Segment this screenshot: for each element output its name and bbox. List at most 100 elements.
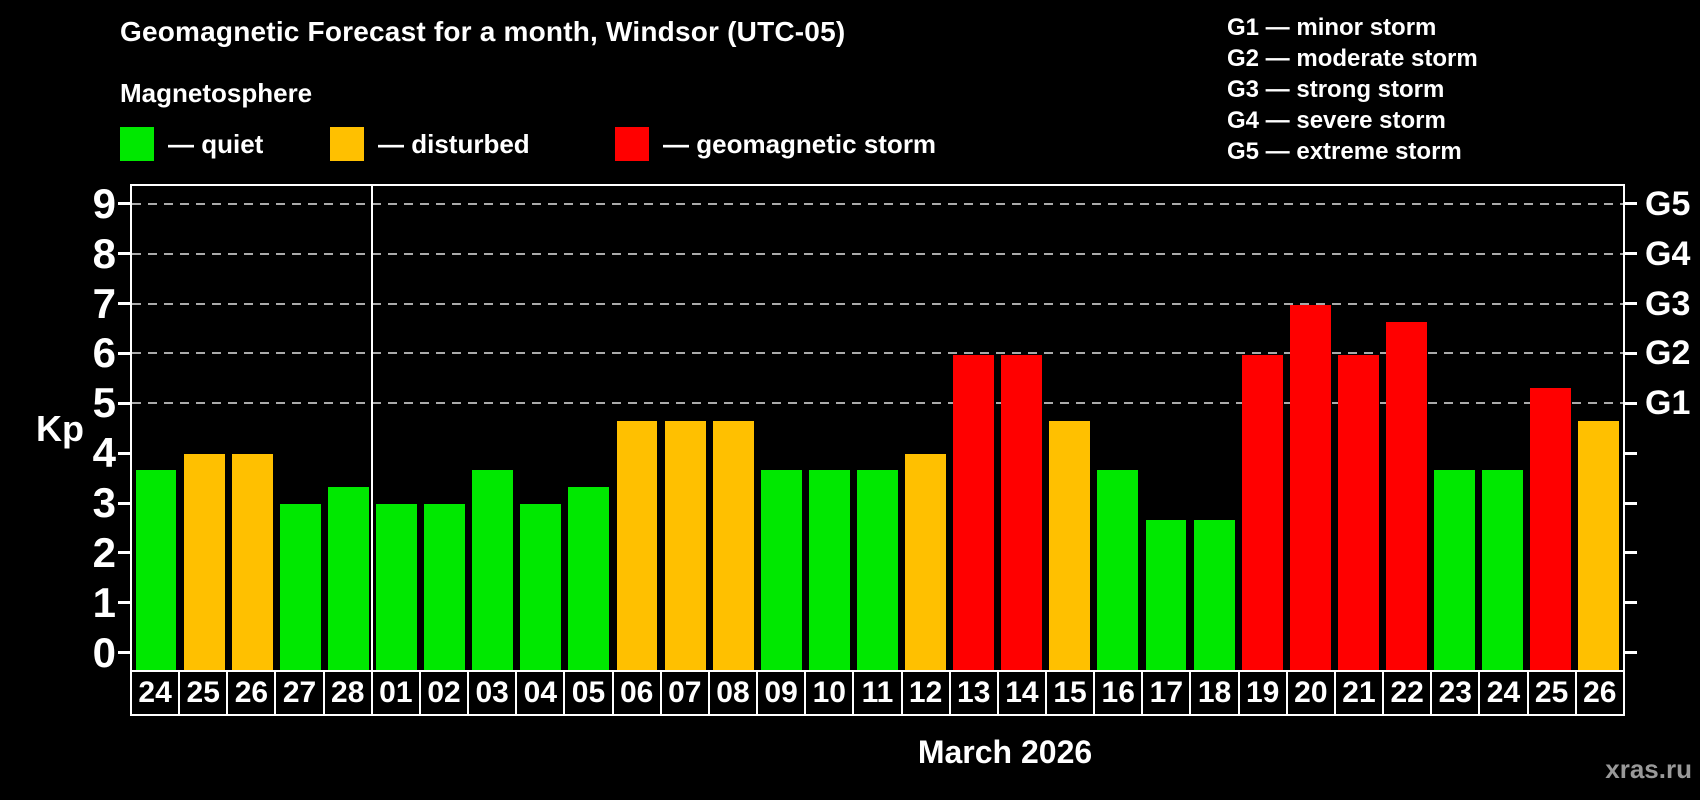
gridline-kp-7 (132, 302, 1623, 305)
kp-bar-day-24 (135, 470, 177, 670)
bar-slot-day-28 (324, 186, 372, 670)
g-scale-label-g5: G5 (1645, 184, 1691, 223)
legend-label-storm: — geomagnetic storm (663, 128, 937, 159)
day-label-cell-21: 21 (1336, 672, 1385, 714)
kp-bar-day-09 (760, 470, 802, 670)
kp-bar-day-23 (1434, 470, 1476, 670)
day-labels-row: 24 25 26 27 28 01 02 03 04 05 06 07 08 09 10 11 12 13 14 15… (130, 670, 1625, 716)
right-axis-tick (1625, 651, 1637, 655)
day-label-cell-02: 02 (421, 672, 470, 714)
day-label-cell-26: 26 (228, 672, 277, 714)
storm-scale-line-g2: G2 — moderate storm (1227, 45, 1478, 72)
page-title: Geomagnetic Forecast for a month, Windso… (120, 16, 846, 47)
bars-layer (132, 186, 1623, 670)
kp-bar-day-14 (1001, 354, 1043, 670)
y-axis-tick-label-6: 6 (92, 329, 116, 377)
legend-swatch-quiet (120, 127, 154, 161)
month-separator-line (371, 186, 374, 670)
right-axis-tick (1625, 202, 1637, 206)
bar-slot-day-04 (517, 186, 565, 670)
day-label-cell-25: 25 (1529, 672, 1577, 714)
day-label-cell-01: 01 (373, 672, 421, 714)
bar-slot-day-10 (805, 186, 853, 670)
bar-slot-day-14 (998, 186, 1046, 670)
right-axis-tick (1625, 302, 1637, 306)
day-label-cell-24: 24 (1480, 672, 1529, 714)
bar-slot-day-13 (950, 186, 998, 670)
bar-slot-day-01 (372, 186, 420, 670)
right-axis-tick (1625, 401, 1637, 405)
gridline-kp-9 (132, 202, 1623, 205)
legend-swatch-storm (615, 127, 649, 161)
watermark-xras: xras.ru (1605, 754, 1692, 784)
bar-slot-day-09 (757, 186, 805, 670)
kp-bar-day-11 (857, 470, 898, 670)
storm-scale-line-g1: G1 — minor storm (1227, 14, 1437, 41)
kp-bar-day-08 (712, 420, 754, 670)
y-axis-tick-label-9: 9 (92, 179, 116, 227)
kp-bar-day-26 (231, 454, 273, 670)
y-axis-tick (118, 252, 130, 256)
bar-slot-day-06 (613, 186, 661, 670)
y-axis-tick-label-7: 7 (92, 279, 116, 327)
day-label-cell-20: 20 (1288, 672, 1336, 714)
storm-scale-line-g5: G5 — extreme storm (1227, 138, 1462, 165)
kp-bar-day-10 (808, 470, 850, 670)
bar-slot-day-24 (132, 186, 180, 670)
right-axis-tick (1625, 501, 1637, 505)
bar-slot-day-22 (1382, 186, 1430, 670)
y-axis-tick (118, 302, 130, 306)
legend-label-disturbed: — disturbed (378, 128, 530, 159)
day-label-cell-22: 22 (1384, 672, 1433, 714)
gridline-kp-5 (132, 402, 1623, 405)
kp-bar-day-27 (279, 503, 321, 670)
y-axis-tick (118, 651, 130, 655)
kp-bar-day-01 (376, 503, 417, 670)
storm-scale-line-g4: G4 — severe storm (1227, 107, 1446, 134)
day-label-cell-24: 24 (132, 672, 181, 714)
kp-bar-day-18 (1193, 520, 1235, 670)
day-label-cell-12: 12 (903, 672, 951, 714)
kp-bar-day-17 (1145, 520, 1187, 670)
kp-bar-day-19 (1241, 354, 1283, 670)
bar-slot-day-16 (1094, 186, 1142, 670)
day-label-cell-13: 13 (951, 672, 999, 714)
kp-bar-day-16 (1097, 470, 1139, 670)
day-label-cell-09: 09 (758, 672, 807, 714)
y-axis-tick (118, 401, 130, 405)
day-label-cell-14: 14 (999, 672, 1047, 714)
kp-bar-day-04 (520, 503, 562, 670)
storm-scale-legend: G1 — minor storm G2 — moderate storm G3 — … (1227, 12, 1478, 167)
kp-bar-day-13 (953, 354, 995, 670)
kp-bar-day-02 (424, 503, 466, 670)
storm-scale-line-g3: G3 — strong storm (1227, 76, 1445, 103)
day-label-cell-15: 15 (1047, 672, 1096, 714)
bar-slot-day-25 (180, 186, 228, 670)
legend-item-disturbed: — disturbed (330, 127, 530, 161)
bar-slot-day-19 (1238, 186, 1286, 670)
day-label-cell-27: 27 (276, 672, 325, 714)
bar-slot-day-26 (228, 186, 276, 670)
legend-item-storm: — geomagnetic storm (615, 127, 936, 161)
grid-layer (132, 186, 1623, 670)
gridline-kp-6 (132, 352, 1623, 355)
legend-swatch-disturbed (330, 127, 364, 161)
bar-slot-day-27 (276, 186, 324, 670)
x-axis-title: March 2026 (917, 734, 1093, 770)
y-axis-tick (118, 451, 130, 455)
bar-slot-day-24 (1479, 186, 1527, 670)
bar-slot-day-26 (1575, 186, 1623, 670)
g-scale-label-g4: G4 (1645, 234, 1691, 273)
kp-bar-day-25 (1530, 388, 1572, 670)
kp-bar-day-03 (472, 470, 514, 670)
kp-bar-day-06 (616, 420, 658, 670)
day-label-cell-06: 06 (614, 672, 662, 714)
bar-slot-day-21 (1334, 186, 1382, 670)
right-axis-tick (1625, 451, 1637, 455)
day-label-cell-28: 28 (325, 672, 373, 714)
day-label-cell-11: 11 (854, 672, 903, 714)
g-scale-label-g3: G3 (1645, 284, 1691, 323)
bar-slot-day-25 (1527, 186, 1575, 670)
day-label-cell-18: 18 (1191, 672, 1240, 714)
